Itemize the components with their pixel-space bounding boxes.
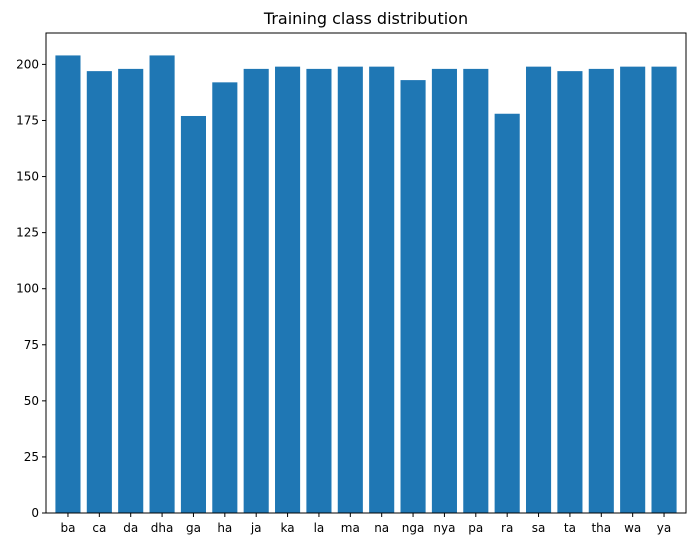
bar-wa [620,66,646,513]
x-axis-ticks: ba ca da dha ga ha ja ka la ma na nga nya pa ra sa ta tha… [60,513,671,535]
bar-ga [180,115,206,513]
y-tick-label: 175 [16,113,39,127]
bar-ca [86,71,112,513]
y-tick-label: 0 [31,506,39,520]
x-tick-label: dha [151,521,174,535]
x-tick-label: ya [657,521,671,535]
y-tick-label: 100 [16,282,39,296]
bar-ta [557,71,583,513]
y-tick-label: 25 [24,450,39,464]
x-tick-label: ba [60,521,75,535]
bar-nya [431,68,457,513]
x-tick-label: nya [433,521,455,535]
bar-sa [526,66,552,513]
bar-ma [337,66,363,513]
x-tick-label: sa [532,521,546,535]
bar-ha [212,82,238,513]
y-tick-label: 150 [16,170,39,184]
bars-group [55,55,677,514]
x-tick-label: ka [281,521,295,535]
x-tick-label: na [374,521,389,535]
bar-ra [494,113,520,513]
x-tick-label: tha [591,521,611,535]
x-tick-label: wa [624,521,641,535]
bar-ba [55,55,81,514]
axes-frame [45,32,687,514]
bar-la [306,68,332,513]
chart-title: Training class distribution [263,9,468,28]
y-tick-label: 75 [24,338,39,352]
x-tick-label: ma [341,521,360,535]
y-tick-label: 200 [16,57,39,71]
x-tick-label: pa [468,521,483,535]
bar-da [118,68,144,513]
bar-pa [463,68,489,513]
x-tick-label: ga [186,521,201,535]
x-tick-label: da [123,521,138,535]
x-tick-label: ra [501,521,513,535]
bar-na [369,66,395,513]
bar-ya [651,66,677,513]
y-axis-ticks: 0 25 50 75 100 125 150 175 200 [16,57,46,520]
x-tick-label: ca [92,521,106,535]
bar-ka [275,66,301,513]
x-tick-label: nga [402,521,425,535]
y-tick-label: 50 [24,394,39,408]
y-tick-label: 125 [16,226,39,240]
x-tick-label: ja [250,521,262,535]
bar-ja [243,68,269,513]
bar-tha [588,68,614,513]
x-tick-label: ha [217,521,232,535]
x-tick-label: la [314,521,325,535]
bar-nga [400,80,426,513]
bar-dha [149,55,175,514]
x-tick-label: ta [564,521,576,535]
